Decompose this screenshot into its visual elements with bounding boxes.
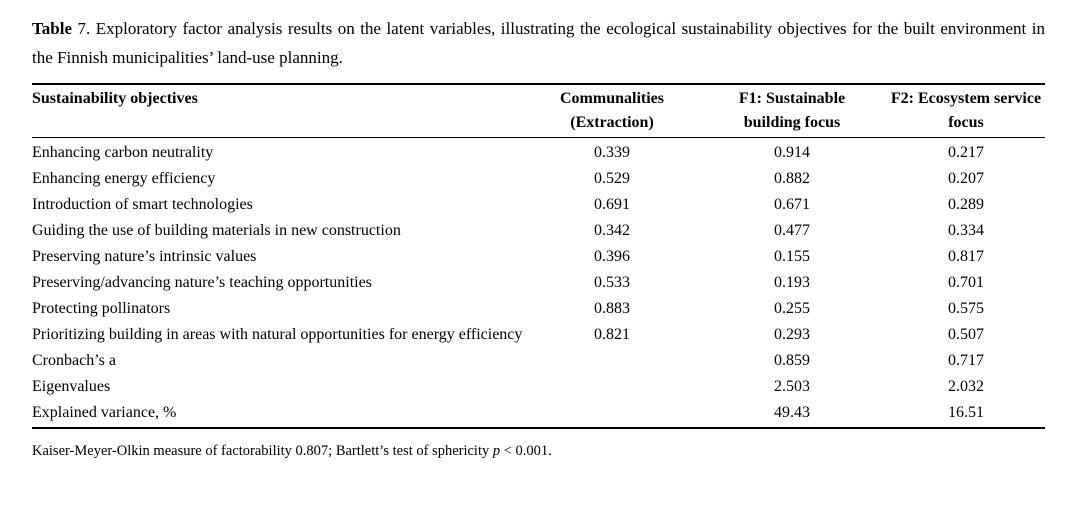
cell-f1: 0.255 [774, 300, 810, 317]
col-header-f2-line1: F2: Ecosystem service [890, 90, 1042, 107]
cell-objective: Eigenvalues [32, 378, 111, 395]
cell-f1: 49.43 [774, 404, 810, 421]
caption-text: 7. Exploratory factor analysis results o… [32, 19, 1045, 67]
table-body: Enhancing carbon neutrality 0.339 0.914 0.2… [32, 138, 1045, 429]
cell-f2: 0.507 [948, 326, 984, 343]
cell-f2: 0.217 [948, 144, 984, 161]
col-header-communalities: Communalities (Extraction) [527, 84, 697, 138]
cell-communalities: 0.529 [594, 170, 630, 187]
cell-objective: Enhancing energy efficiency [32, 170, 216, 187]
cell-f1: 0.293 [774, 326, 810, 343]
cell-f2: 0.207 [948, 170, 984, 187]
table-row: Protecting pollinators 0.883 0.255 0.575 [32, 296, 1045, 322]
cell-communalities: 0.533 [594, 274, 630, 291]
col-header-communalities-line2: (Extraction) [570, 114, 654, 131]
table-row: Introduction of smart technologies 0.691 0… [32, 192, 1045, 218]
col-header-f2: F2: Ecosystem service focus [887, 84, 1045, 138]
footnote-text-before-p: Kaiser-Meyer-Olkin measure of factorabil… [32, 443, 493, 459]
p-value-symbol: p [492, 443, 501, 459]
cell-f2: 0.575 [948, 300, 984, 317]
cell-f1: 0.193 [774, 274, 810, 291]
cell-communalities: 0.883 [594, 300, 630, 317]
cell-communalities: 0.342 [594, 222, 630, 239]
cell-objective: Enhancing carbon neutrality [32, 144, 214, 161]
col-header-f1-line2: building focus [743, 114, 841, 131]
cell-f2: 16.51 [948, 404, 984, 421]
cell-f2: 0.334 [948, 222, 984, 239]
cell-communalities: 0.821 [594, 326, 630, 343]
cell-f2: 0.817 [948, 248, 984, 265]
factor-analysis-table: Sustainability objectives Communalities (… [32, 83, 1045, 429]
cell-objective: Guiding the use of building materials in… [32, 222, 401, 239]
cell-objective: Preserving/advancing nature’s teaching o… [32, 274, 372, 291]
cell-f1: 0.859 [774, 352, 810, 369]
table-row: Guiding the use of building materials in… [32, 218, 1045, 244]
col-header-sustainability-objectives: Sustainability objectives [32, 84, 527, 138]
cell-f1: 0.155 [774, 248, 810, 265]
footnote-text-after-p: < 0.001. [500, 443, 552, 459]
table-row: Preserving/advancing nature’s teaching o… [32, 270, 1045, 296]
col-header-f1-line1: F1: Sustainable [738, 90, 846, 107]
caption-table-label: Table [32, 19, 73, 38]
table-row: Enhancing carbon neutrality 0.339 0.914 0.2… [32, 138, 1045, 167]
table-row: Cronbach’s a 0.859 0.717 [32, 348, 1045, 374]
cell-communalities [527, 374, 697, 400]
cell-objective: Prioritizing building in areas with natu… [32, 326, 523, 343]
cell-objective: Introduction of smart technologies [32, 196, 253, 213]
cell-communalities [527, 400, 697, 428]
cell-f1: 0.882 [774, 170, 810, 187]
cell-f1: 0.477 [774, 222, 810, 239]
cell-communalities: 0.339 [594, 144, 630, 161]
table-header: Sustainability objectives Communalities (… [32, 84, 1045, 138]
cell-communalities: 0.691 [594, 196, 630, 213]
cell-communalities [527, 348, 697, 374]
col-header-f1: F1: Sustainable building focus [697, 84, 887, 138]
cell-f2: 0.717 [948, 352, 984, 369]
table-row: Explained variance, % 49.43 16.51 [32, 400, 1045, 428]
cell-f2: 0.289 [948, 196, 984, 213]
cell-objective: Cronbach’s a [32, 352, 116, 369]
cell-f2: 0.701 [948, 274, 984, 291]
table-caption: Table 7. Exploratory factor analysis res… [32, 14, 1045, 72]
col-header-communalities-line1: Communalities [560, 90, 664, 107]
cell-f1: 0.914 [774, 144, 810, 161]
cell-objective: Explained variance, % [32, 404, 177, 421]
table-row: Enhancing energy efficiency 0.529 0.882 0.2… [32, 166, 1045, 192]
cell-f1: 2.503 [774, 378, 810, 395]
cell-f2: 2.032 [948, 378, 984, 395]
table-row: Eigenvalues 2.503 2.032 [32, 374, 1045, 400]
header-row: Sustainability objectives Communalities (… [32, 84, 1045, 138]
col-header-f2-line2: focus [948, 114, 984, 131]
cell-f1: 0.671 [774, 196, 810, 213]
table-row: Prioritizing building in areas with natu… [32, 322, 1045, 348]
cell-objective: Preserving nature’s intrinsic values [32, 248, 257, 265]
table-row: Preserving nature’s intrinsic values 0.39… [32, 244, 1045, 270]
cell-objective: Protecting pollinators [32, 300, 171, 317]
cell-communalities: 0.396 [594, 248, 630, 265]
table-footnote: Kaiser-Meyer-Olkin measure of factorabil… [32, 441, 1045, 461]
